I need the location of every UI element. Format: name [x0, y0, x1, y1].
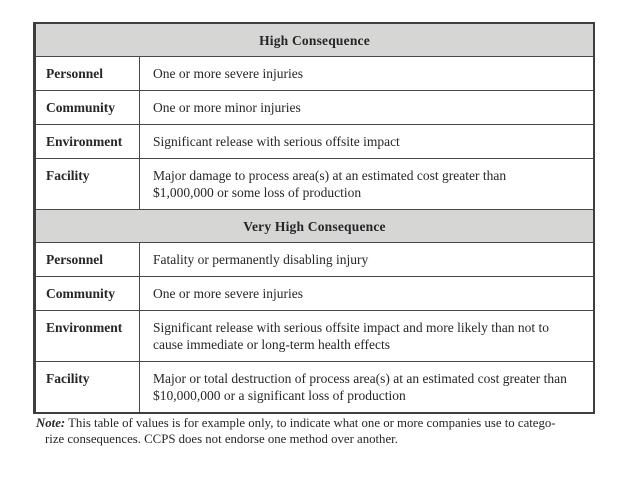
consequence-table: High Consequence Personnel One or more sev…	[33, 22, 595, 414]
description-cell: Major or total destruction of process ar…	[153, 371, 567, 403]
table-row: Personnel One or more severe injuries	[36, 56, 593, 90]
category-cell: Personnel	[36, 57, 140, 90]
category-cell: Facility	[36, 362, 140, 412]
section-header: Very High Consequence	[36, 209, 593, 242]
description-cell: Fatality or permanently disabling injury	[153, 252, 369, 267]
table-row: Personnel Fatality or permanently disabli…	[36, 242, 593, 276]
note-label: Note:	[36, 416, 66, 430]
description-cell: One or more severe injuries	[153, 286, 303, 301]
category-cell: Environment	[36, 311, 140, 361]
section-header: High Consequence	[36, 24, 593, 56]
table-row: Environment Significant release with seri…	[36, 310, 593, 361]
category-cell: Personnel	[36, 243, 140, 276]
description-cell: Significant release with serious offsite…	[153, 134, 400, 149]
note-line1: This table of values is for example only…	[65, 416, 556, 430]
note: Note: This table of values is for exampl…	[36, 415, 608, 447]
description-cell: Major damage to process area(s) at an es…	[153, 168, 507, 200]
category-cell: Facility	[36, 159, 140, 209]
table-row: Community One or more minor injuries	[36, 90, 593, 124]
description-cell: One or more minor injuries	[153, 100, 301, 115]
description-cell: One or more severe injuries	[153, 66, 303, 81]
category-cell: Environment	[36, 125, 140, 158]
table-row: Community One or more severe injuries	[36, 276, 593, 310]
note-line2: rize consequences. CCPS does not endorse…	[45, 432, 398, 446]
table-row: Environment Significant release with seri…	[36, 124, 593, 158]
table-row: Facility Major damage to process area(s) …	[36, 158, 593, 209]
category-cell: Community	[36, 277, 140, 310]
description-cell: Significant release with serious offsite…	[153, 320, 550, 352]
table-row: Facility Major or total destruction of pr…	[36, 361, 593, 412]
category-cell: Community	[36, 91, 140, 124]
